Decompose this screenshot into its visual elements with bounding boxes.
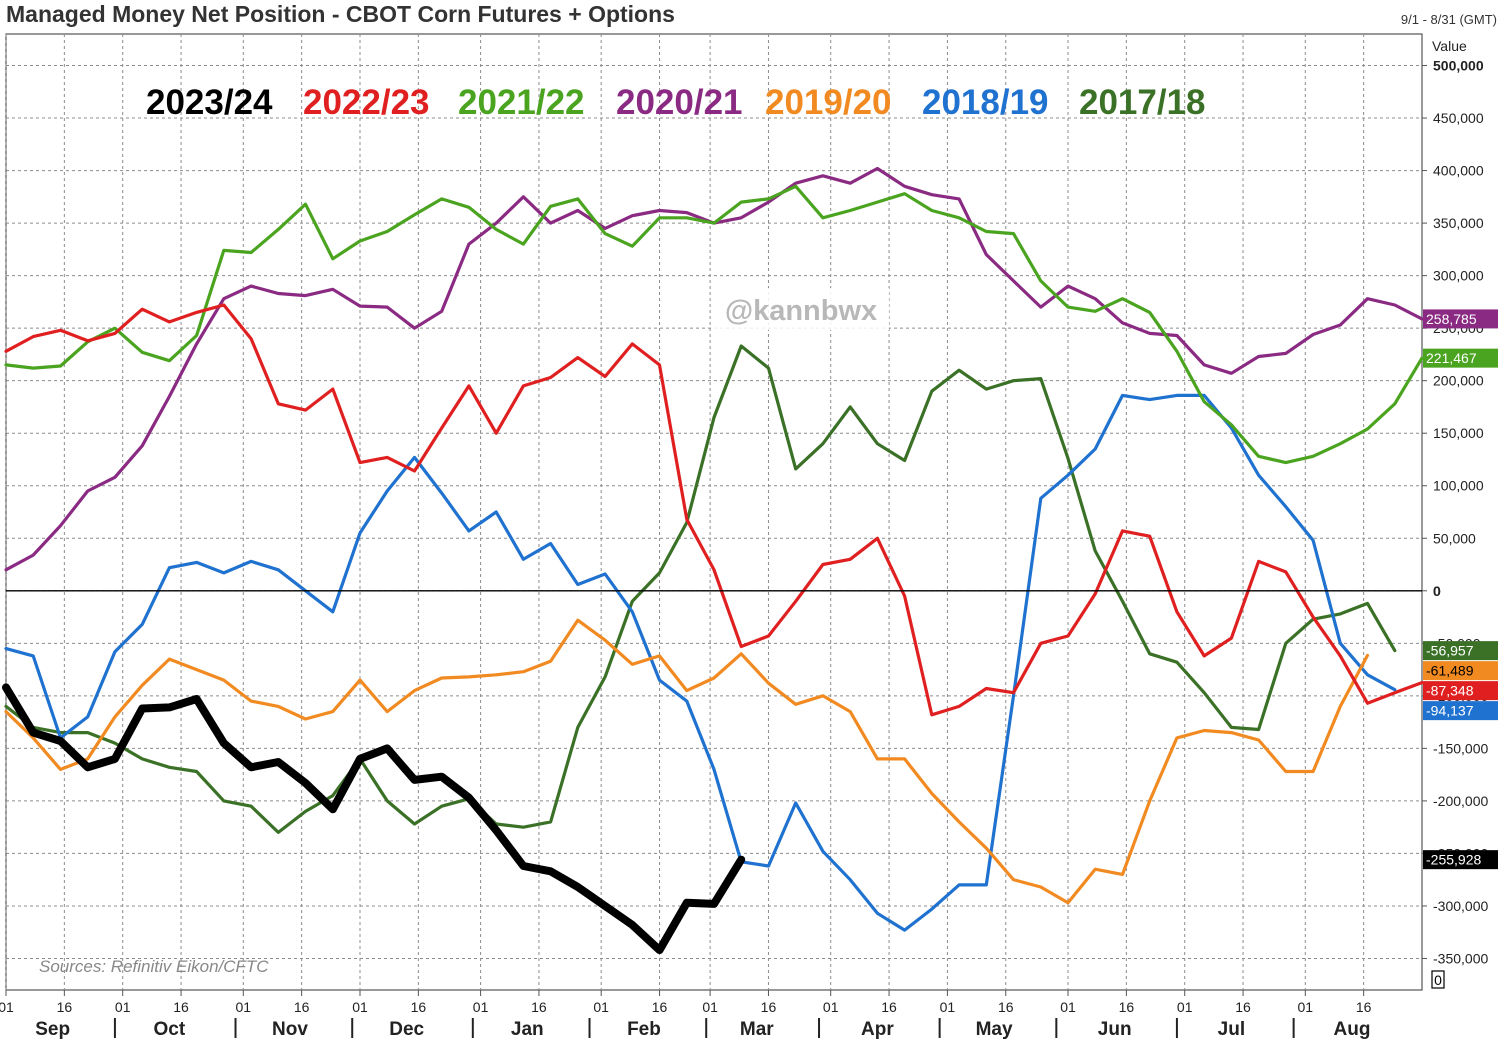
x-tick-label: 01 — [473, 999, 489, 1015]
y-tick-label: 50,000 — [1433, 530, 1476, 546]
x-tick-label: 16 — [1235, 999, 1251, 1015]
end-label: -255,928 — [1426, 852, 1481, 868]
month-label: Jan — [511, 1019, 544, 1040]
gridlines — [5, 34, 1422, 990]
x-tick-label: 16 — [411, 999, 427, 1015]
x-tick-label: 16 — [761, 999, 777, 1015]
series-lines — [2, 166, 1424, 955]
month-label: Apr — [861, 1019, 894, 1040]
legend-item-2023-24: 2023/24 — [146, 83, 273, 122]
x-tick-label: 16 — [173, 999, 189, 1015]
corner-box — [1431, 970, 1445, 989]
x-tick-label: 01 — [352, 999, 368, 1015]
y-tick-label: 300,000 — [1433, 268, 1484, 284]
x-tick-label: 01 — [823, 999, 839, 1015]
month-label: Jun — [1098, 1019, 1132, 1040]
legend: 2023/24 2022/23 2021/22 2020/21 2019/20 2018/… — [146, 83, 1206, 122]
x-tick-label: 16 — [57, 999, 73, 1015]
watermark-box — [713, 288, 889, 330]
x-tick-label: 01 — [236, 999, 252, 1015]
end-label-box — [1423, 681, 1498, 701]
x-tick-label: 01 — [940, 999, 956, 1015]
end-label-box — [1423, 701, 1498, 721]
x-tick-label: 16 — [531, 999, 547, 1015]
y-tick-label: 450,000 — [1433, 110, 1484, 126]
y-tick-label: 400,000 — [1433, 163, 1484, 179]
y-tick-label: 500,000 — [1433, 58, 1484, 74]
x-tick-label: 16 — [294, 999, 310, 1015]
x-tick-label: 16 — [1119, 999, 1135, 1015]
y-tick-label: 150,000 — [1433, 425, 1484, 441]
corner-label: 0 — [1434, 972, 1442, 988]
x-axis: 01 16 01 16 01 16 01 16 01 16 01 16 01 16 01 16 01 16 01 16… — [0, 990, 1372, 1040]
end-label-box — [1423, 661, 1498, 681]
end-label: -61,489 — [1426, 663, 1474, 679]
end-label: -56,957 — [1426, 643, 1474, 659]
month-label: Jul — [1218, 1019, 1245, 1040]
y-tick-label: 100,000 — [1433, 478, 1484, 494]
end-label-box — [1423, 641, 1498, 661]
month-label: Feb — [627, 1019, 661, 1040]
source-note: Sources: Refinitiv Eikon/CFTC — [39, 957, 269, 976]
y-tick-label: -300,000 — [1433, 898, 1488, 914]
y-tick-label: 200,000 — [1433, 373, 1484, 389]
x-tick-label: 16 — [1356, 999, 1372, 1015]
legend-item-2019-20: 2019/20 — [765, 83, 892, 122]
legend-item-2021-22: 2021/22 — [458, 83, 585, 122]
y-axis: 500,000450,000400,000350,000300,000250,0… — [1422, 58, 1488, 966]
end-label: -87,348 — [1426, 683, 1474, 699]
legend-item-2020-21: 2020/21 — [616, 83, 743, 122]
end-label: 221,467 — [1426, 350, 1477, 366]
legend-item-2022-23: 2022/23 — [303, 83, 430, 122]
legend-item-2017-18: 2017/18 — [1079, 83, 1206, 122]
month-label: Dec — [389, 1019, 424, 1040]
month-label: Nov — [272, 1019, 308, 1040]
plot-frame — [5, 33, 1423, 991]
x-tick-label: 16 — [881, 999, 897, 1015]
end-label-box — [1423, 309, 1498, 329]
y-tick-label: -200,000 — [1433, 793, 1488, 809]
x-tick-label: 01 — [1060, 999, 1076, 1015]
y-tick-label: -350,000 — [1433, 950, 1488, 966]
x-tick-label: 01 — [1298, 999, 1314, 1015]
series-line-2022-23 — [4, 303, 1424, 717]
end-label: -94,137 — [1426, 703, 1474, 719]
series-line-2023-24 — [2, 683, 746, 955]
date-range: 9/1 - 8/31 (GMT) — [1401, 12, 1497, 27]
x-tick-label: 01 — [1177, 999, 1193, 1015]
end-labels: 258,785 221,467 -56,957 -61,489 -87,348 -94,1… — [1423, 309, 1498, 870]
y-tick-label: -150,000 — [1433, 740, 1488, 756]
end-label: 258,785 — [1426, 311, 1477, 327]
month-label: Oct — [154, 1019, 186, 1040]
x-tick-label: 16 — [652, 999, 668, 1015]
chart-title: Managed Money Net Position - CBOT Corn F… — [6, 1, 675, 27]
x-tick-label: 01 — [115, 999, 131, 1015]
series-line-2020-21 — [4, 166, 1424, 572]
series-line-2021-22 — [4, 184, 1424, 465]
month-label: Sep — [35, 1019, 70, 1040]
legend-item-2018-19: 2018/19 — [922, 83, 1049, 122]
x-tick-label: 01 — [702, 999, 718, 1015]
y-axis-title: Value — [1432, 38, 1467, 54]
x-tick-label: 01 — [0, 999, 14, 1015]
y-tick-label-zero: 0 — [1433, 583, 1441, 599]
x-tick-label: 16 — [998, 999, 1014, 1015]
end-label-box — [1423, 348, 1498, 368]
series-line-2018-19 — [4, 393, 1397, 932]
y-tick-label: 0 — [1433, 583, 1441, 599]
watermark: @kannbwx — [725, 295, 877, 327]
month-label: May — [976, 1019, 1013, 1040]
series-line-2017-18 — [4, 344, 1397, 835]
month-label: Mar — [740, 1019, 774, 1040]
x-tick-label: 01 — [593, 999, 609, 1015]
y-tick-label: 350,000 — [1433, 215, 1484, 231]
month-label: Aug — [1334, 1019, 1371, 1040]
series-line-2019-20 — [4, 618, 1370, 905]
end-label-box — [1423, 850, 1498, 870]
